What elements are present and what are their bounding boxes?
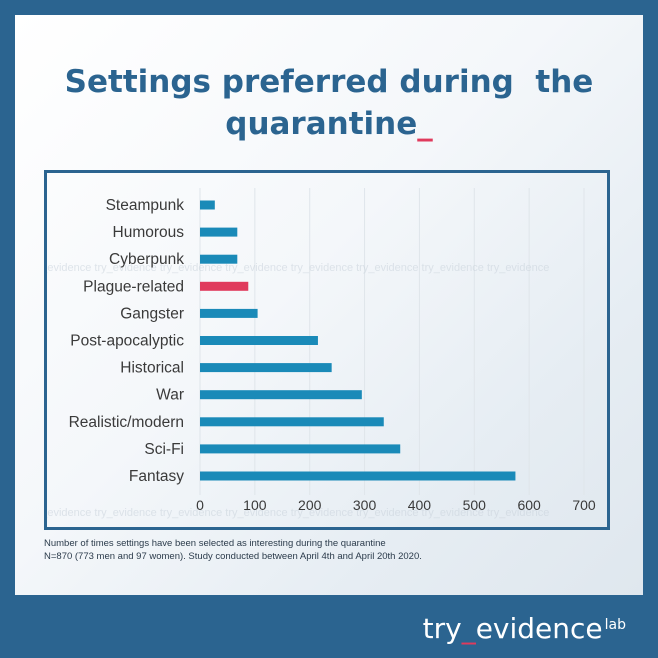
category-label: Fantasy [129,468,184,485]
category-label: Realistic/modern [69,414,184,431]
title-text: Settings preferred during the quarantine [64,64,605,142]
bar [200,417,384,427]
footnote: Number of times settings have been selec… [44,537,624,563]
bar [200,363,332,373]
category-label: Humorous [113,224,185,241]
bar [200,308,258,318]
x-tick-label: 300 [353,497,377,513]
bar-chart: try_evidence try_evidence try_evidence t… [47,188,596,519]
chart-title: Settings preferred during the quarantine… [55,61,603,145]
x-tick-label: 700 [572,497,596,513]
bar [200,336,318,345]
brand-logo: try_evidence lab [423,612,626,646]
category-label: Post-apocalyptic [70,333,184,350]
brand-pre: try [422,612,462,645]
watermark-text: try_evidence try_evidence try_evidence t… [47,262,549,274]
footnote-line-2: N=870 (773 men and 97 women). Study cond… [44,551,422,562]
bar [200,444,401,454]
bar [200,254,238,264]
brand-underscore: _ [461,612,476,645]
category-label: Gangster [120,305,184,322]
x-tick-label: 400 [408,497,432,513]
brand-post: evidence [475,612,603,645]
category-label: Historical [120,360,184,377]
footnote-line-1: Number of times settings have been selec… [44,538,386,549]
x-tick-label: 600 [517,497,541,513]
brand-sup: lab [604,617,626,633]
category-label: Sci-Fi [144,441,184,458]
bar [200,227,238,237]
bar [200,281,249,291]
chart-frame: try_evidence try_evidence try_evidence t… [44,170,610,530]
x-tick-label: 200 [298,497,322,513]
bar [200,390,362,400]
bar [200,200,215,210]
card: Settings preferred during the quarantine… [15,15,643,595]
x-tick-label: 0 [196,497,204,513]
x-tick-label: 500 [463,497,487,513]
category-label: Plague-related [83,278,184,295]
x-tick-label: 100 [243,497,267,513]
title-cursor: _ [417,106,433,142]
category-label: War [156,387,184,404]
category-label: Cyberpunk [109,251,184,268]
bar [200,471,516,481]
watermark-text: try_evidence try_evidence try_evidence t… [47,507,549,519]
category-label: Steampunk [106,197,185,214]
